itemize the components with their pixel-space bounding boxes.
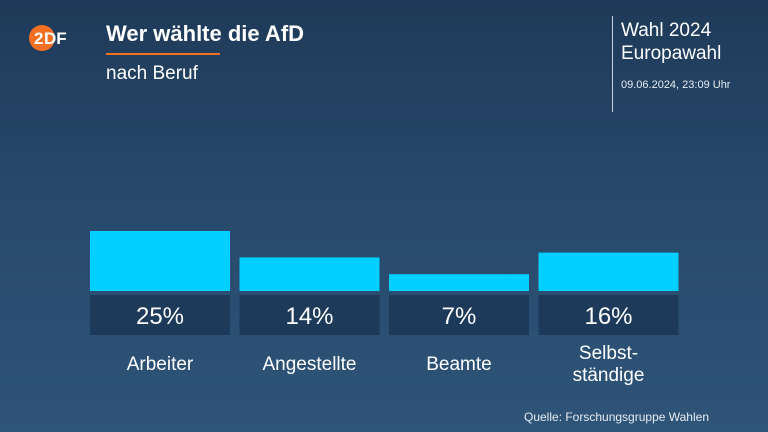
bar-2 [389, 274, 529, 291]
source-note: Quelle: Forschungsgruppe Wahlen [524, 410, 709, 424]
value-label-box-3 [538, 295, 679, 335]
value-label-box-2 [389, 295, 529, 335]
value-label-box-0 [90, 295, 230, 335]
value-label-3: 16% [584, 303, 632, 330]
election-name: Europawahl [621, 43, 722, 64]
value-label-0: 25% [136, 303, 184, 330]
category-label-2: Beamte [426, 354, 491, 375]
chart-subtitle: nach Beruf [106, 63, 198, 84]
category-label-3: Selbst-ständige [573, 343, 645, 386]
bar-1 [239, 257, 380, 291]
category-label-0: Arbeiter [127, 354, 194, 375]
bar-3 [538, 252, 679, 291]
value-label-box-1 [239, 295, 380, 335]
header-divider [612, 16, 613, 112]
value-label-1: 14% [285, 303, 333, 330]
chart-title: Wer wählte die AfD [106, 21, 305, 46]
election-year: Wahl 2024 [621, 20, 712, 41]
value-label-2: 7% [442, 303, 477, 330]
bar-0 [90, 231, 230, 291]
svg-text:2: 2 [34, 29, 43, 48]
election-timestamp: 09.06.2024, 23:09 Uhr [621, 79, 731, 91]
zdf-logo: 2 DF [29, 25, 67, 51]
title-underline [106, 53, 220, 55]
svg-text:DF: DF [44, 29, 67, 48]
category-label-1: Angestellte [262, 354, 356, 375]
